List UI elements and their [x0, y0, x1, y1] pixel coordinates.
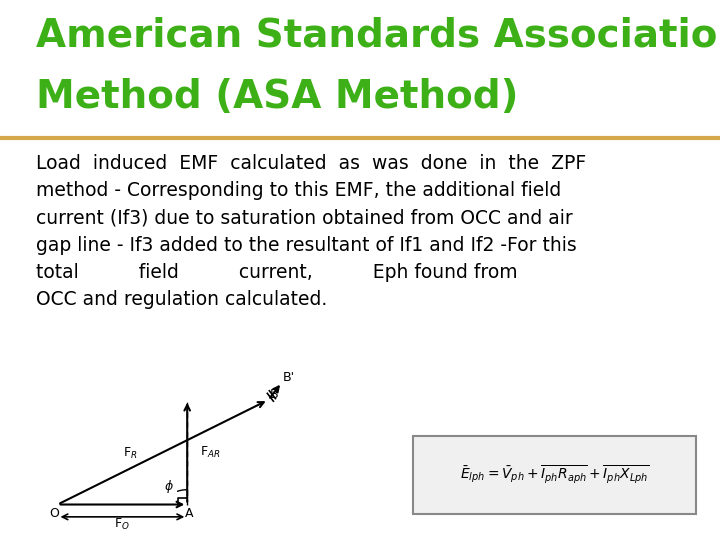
Text: B: B [269, 388, 278, 401]
Text: F$_{AR}$: F$_{AR}$ [200, 444, 221, 460]
Text: $\bar{E}_{lph} = \bar{V}_{ph} + \overline{I_{ph}R_{aph}} + \overline{I_{ph}X_{Lp: $\bar{E}_{lph} = \bar{V}_{ph} + \overlin… [460, 464, 649, 487]
Text: $\phi$: $\phi$ [163, 478, 174, 495]
FancyBboxPatch shape [413, 436, 696, 514]
Text: O: O [49, 508, 59, 521]
Text: American Standards Association: American Standards Association [36, 16, 720, 54]
Text: A: A [185, 508, 193, 521]
Text: F$_O$: F$_O$ [114, 517, 130, 532]
Text: Load  induced  EMF  calculated  as  was  done  in  the  ZPF
method - Correspondi: Load induced EMF calculated as was done … [36, 154, 586, 309]
Text: Method (ASA Method): Method (ASA Method) [36, 78, 518, 116]
Text: F$_R$: F$_R$ [123, 446, 138, 461]
Text: B': B' [282, 371, 294, 384]
